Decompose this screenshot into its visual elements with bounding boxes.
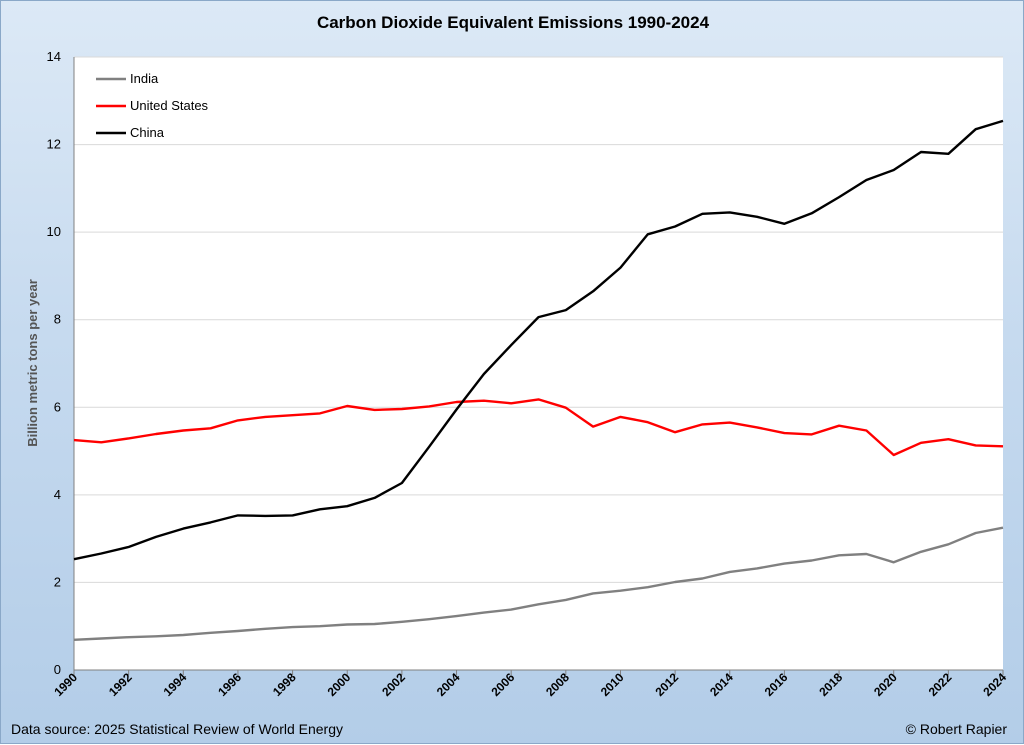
x-tick-label: 2008	[543, 670, 572, 699]
x-tick-labels: 1990 1992 1994 1996 1998 2000 2002 2004 2006 2008…	[51, 670, 1009, 699]
series-line-united-states	[73, 398, 1004, 457]
y-tick-label: 4	[54, 487, 61, 502]
gridlines	[74, 56, 1003, 583]
x-tick-label: 1994	[161, 670, 190, 699]
y-tick-label: 10	[47, 224, 61, 239]
x-tick-label: 2020	[871, 670, 900, 699]
y-tick-label: 6	[54, 399, 61, 414]
series-line-india	[73, 526, 1004, 641]
x-tick-label: 1996	[215, 670, 244, 699]
x-tick-label: 1992	[106, 670, 135, 699]
x-tick-label: 2016	[762, 670, 791, 699]
data-source-note: Data source: 2025 Statistical Review of …	[11, 721, 344, 737]
x-tick-label: 1998	[270, 670, 299, 699]
x-tick-label: 2010	[598, 670, 627, 699]
y-axis-label: Billion metric tons per year	[25, 279, 40, 447]
y-tick-label: 12	[47, 137, 61, 152]
chart-title: Carbon Dioxide Equivalent Emissions 1990…	[316, 13, 710, 32]
x-tick-label: 2018	[816, 670, 845, 699]
x-tick-label: 2002	[379, 670, 408, 699]
axes	[73, 57, 1004, 675]
x-tick-label: 2022	[926, 670, 955, 699]
y-tick-label: 0	[54, 662, 61, 677]
y-tick-label: 2	[54, 574, 61, 589]
legend-label-india: India	[130, 71, 159, 86]
y-tick-label: 8	[54, 312, 61, 327]
copyright-credit: © Robert Rapier	[905, 721, 1007, 737]
legend: India United States China	[96, 71, 209, 140]
x-tick-label: 2012	[652, 670, 681, 699]
series-lines	[73, 119, 1004, 641]
x-tick-label: 2006	[489, 670, 518, 699]
y-tick-labels: 0 2 4 6 8 10 12 14	[47, 49, 61, 677]
x-tick-label: 2004	[434, 670, 463, 699]
x-tick-label: 2014	[707, 670, 736, 699]
plot-area	[74, 57, 1003, 670]
y-tick-label: 14	[47, 49, 61, 64]
x-tick-label: 2000	[325, 670, 354, 699]
legend-label-united-states: United States	[130, 98, 209, 113]
x-tick-label: 2024	[980, 670, 1009, 699]
series-line-china	[73, 119, 1004, 561]
legend-label-china: China	[130, 125, 165, 140]
